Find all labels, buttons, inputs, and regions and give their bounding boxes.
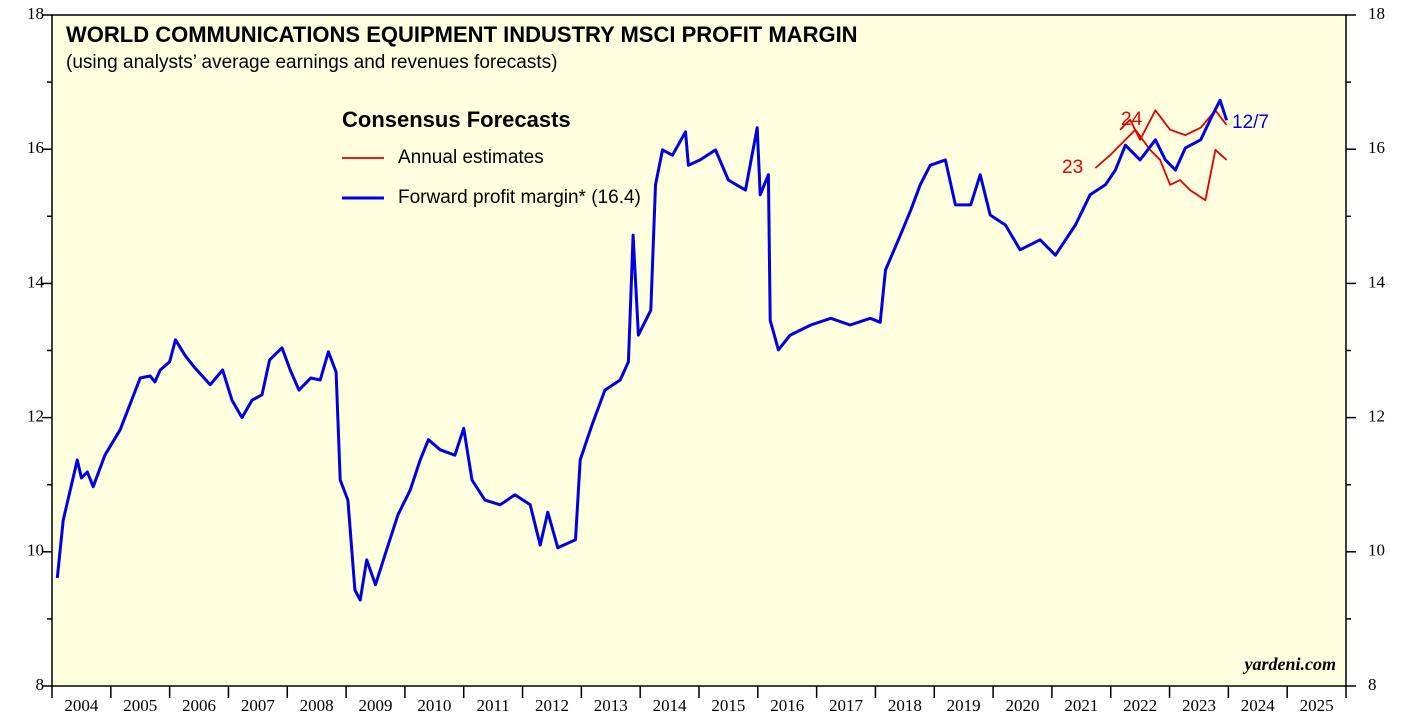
series-line: [1094, 128, 1228, 202]
y-tick-label: 16: [27, 138, 44, 157]
x-tick-label: 2025: [1300, 696, 1334, 715]
x-tick-label: 2019: [947, 696, 981, 715]
y2-tick-label: 12: [1368, 407, 1385, 426]
y-tick-label: 12: [27, 407, 44, 426]
annotation: 12/7: [1232, 112, 1269, 133]
chart-title: WORLD COMMUNICATIONS EQUIPMENT INDUSTRY …: [66, 22, 858, 47]
x-tick-label: 2024: [1241, 696, 1276, 715]
x-tick-label: 2011: [476, 696, 509, 715]
y-tick-label: 18: [27, 4, 44, 23]
annotation: 24: [1121, 109, 1143, 130]
y-tick-label: 14: [27, 272, 45, 291]
x-tick-label: 2016: [770, 696, 804, 715]
x-tick-label: 2009: [359, 696, 393, 715]
chart-subtitle: (using analysts’ average earnings and re…: [66, 52, 557, 73]
y2-tick-label: 16: [1368, 138, 1385, 157]
legend-label: Forward profit margin* (16.4): [398, 187, 641, 208]
series-line: [55, 98, 1229, 602]
x-tick-label: 2022: [1123, 696, 1157, 715]
x-tick-label: 2018: [888, 696, 922, 715]
annotation: 23: [1062, 157, 1083, 178]
x-tick-label: 2012: [535, 696, 569, 715]
x-tick-label: 2004: [64, 696, 99, 715]
y2-tick-label: 18: [1368, 4, 1385, 23]
x-tick-label: 2014: [653, 696, 688, 715]
x-tick-label: 2023: [1182, 696, 1216, 715]
x-tick-label: 2017: [829, 696, 864, 715]
y-tick-label: 8: [36, 675, 45, 694]
marks: [55, 98, 1229, 602]
y-tick-label: 10: [27, 541, 44, 560]
y2-tick-label: 14: [1368, 272, 1386, 291]
y2-tick-label: 10: [1368, 541, 1385, 560]
legend-title: Consensus Forecasts: [342, 107, 571, 132]
source: yardeni.com: [1243, 654, 1337, 674]
x-tick-label: 2010: [417, 696, 451, 715]
x-tick-label: 2005: [123, 696, 157, 715]
x-tick-label: 2020: [1006, 696, 1040, 715]
x-tick-label: 2007: [241, 696, 276, 715]
x-tick-label: 2015: [711, 696, 745, 715]
plot-area: [52, 15, 1346, 686]
x-tick-label: 2021: [1064, 696, 1098, 715]
legend-label: Annual estimates: [398, 147, 544, 168]
x-tick-label: 2006: [182, 696, 216, 715]
x-tick-label: 2013: [594, 696, 628, 715]
y2-tick-label: 8: [1368, 675, 1377, 694]
x-tick-label: 2008: [300, 696, 334, 715]
